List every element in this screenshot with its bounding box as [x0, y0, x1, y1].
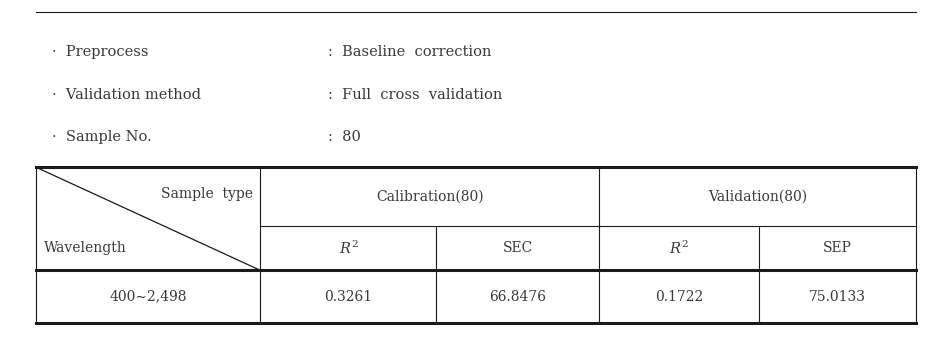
Text: SEP: SEP: [823, 241, 852, 256]
Text: ·  Validation method: · Validation method: [52, 88, 202, 102]
Text: ·  Preprocess: · Preprocess: [52, 45, 149, 59]
Text: Sample  type: Sample type: [161, 187, 253, 200]
Text: Validation(80): Validation(80): [708, 190, 807, 204]
Text: :  Full  cross  validation: : Full cross validation: [328, 88, 503, 102]
Text: $R^2$: $R^2$: [669, 240, 689, 257]
Text: 66.8476: 66.8476: [489, 290, 546, 304]
Text: 75.0133: 75.0133: [809, 290, 866, 304]
Text: ·  Sample No.: · Sample No.: [52, 130, 152, 144]
Text: Calibration(80): Calibration(80): [376, 190, 484, 204]
Text: $R^2$: $R^2$: [339, 240, 358, 257]
Text: :  Baseline  correction: : Baseline correction: [328, 45, 492, 59]
Text: Wavelength: Wavelength: [44, 241, 127, 256]
Text: 0.1722: 0.1722: [655, 290, 704, 304]
Text: SEC: SEC: [503, 241, 533, 256]
Text: 400∼2,498: 400∼2,498: [109, 290, 188, 304]
Text: 0.3261: 0.3261: [325, 290, 372, 304]
Text: :  80: : 80: [328, 130, 362, 144]
